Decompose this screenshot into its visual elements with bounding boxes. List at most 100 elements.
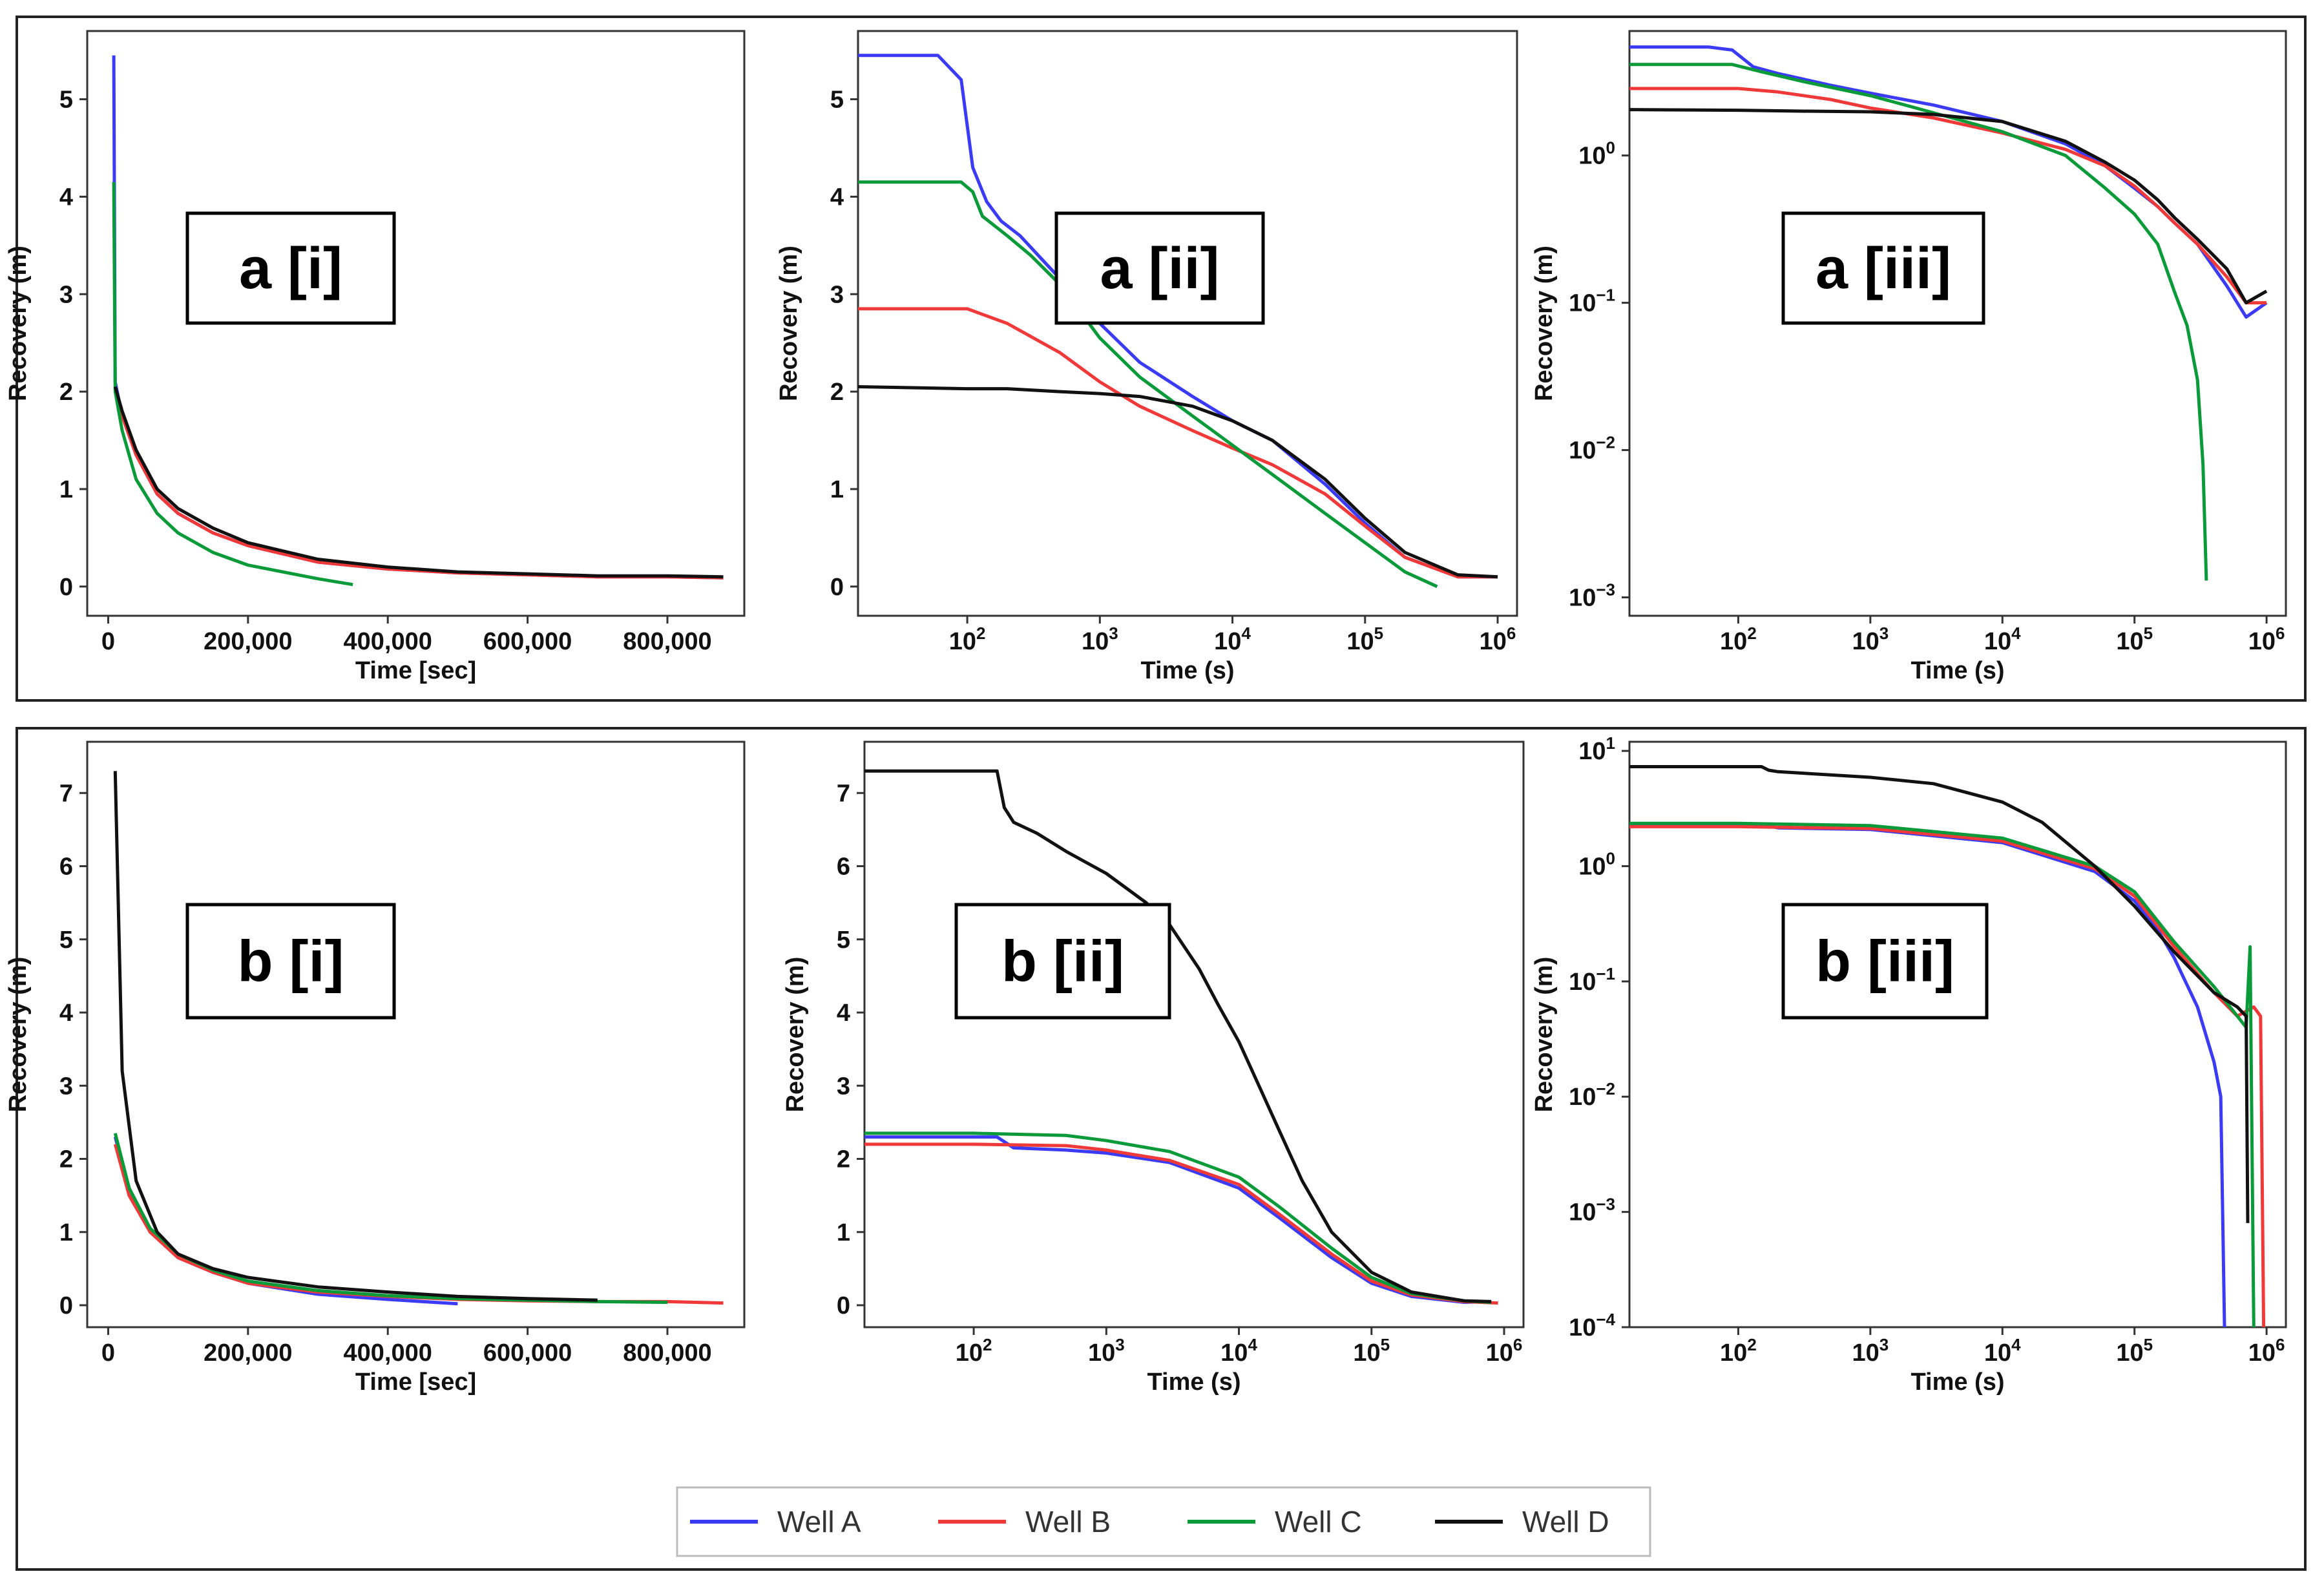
series-line-well-d — [1629, 765, 2250, 1223]
series-group — [113, 771, 724, 1306]
panel-b-i: 0 200,000 400,000 600,000 800,000 0 1 2 3 4 5 6 7 Tim… — [5, 740, 746, 1396]
y-axis-label: Recovery (m) — [782, 957, 809, 1113]
legend: Well A Well B Well C Well D — [676, 1486, 1651, 1557]
x-tick-label: 0 — [101, 628, 115, 655]
y-tick-label: 7 — [837, 780, 850, 807]
panel-label-box — [954, 903, 1171, 1020]
series-line-well-b — [1629, 87, 2267, 305]
x-tick-label: 105 — [1353, 1335, 1390, 1367]
series-line-well-b — [1629, 824, 2266, 1327]
panel-label: a [ii] — [1100, 236, 1219, 301]
x-axis-label: Time (s) — [1910, 1369, 2004, 1396]
y-tick-label: 1 — [59, 476, 73, 503]
panel-a-iii: 102 103 104 105 106 10−3 10−2 10−1 100 Time (s) Re… — [1531, 30, 2287, 684]
x-tick-label: 400,000 — [344, 628, 432, 655]
x-axis-label: Time (s) — [1140, 657, 1234, 684]
series-group — [864, 769, 1498, 1305]
y-tick-label: 2 — [59, 379, 73, 406]
x-tick-label: 104 — [1220, 1335, 1257, 1367]
x-tick-label: 102 — [1720, 624, 1757, 655]
y-tick-label: 2 — [59, 1146, 73, 1173]
y-tick-label: 100 — [1578, 138, 1615, 170]
legend-item-well-a: Well A — [690, 1505, 861, 1538]
y-tick-label: 3 — [59, 1073, 73, 1100]
legend-item-well-d: Well D — [1435, 1505, 1609, 1538]
x-tick-label: 103 — [1852, 624, 1889, 655]
series-line-well-c — [1629, 63, 2208, 581]
y-tick-label: 10−1 — [1569, 286, 1615, 317]
y-tick-label: 0 — [59, 1292, 73, 1319]
x-tick-label: 800,000 — [623, 1339, 711, 1367]
x-tick-label: 103 — [1082, 624, 1118, 655]
series-line-well-d — [864, 769, 1492, 1303]
panel-label: b [iii] — [1816, 930, 1954, 994]
y-axis-label: Recovery (m) — [775, 246, 802, 401]
y-tick-label: 6 — [59, 854, 73, 881]
y-tick-label: 4 — [59, 184, 73, 211]
panel-label: b [i] — [238, 930, 344, 994]
y-tick-label: 101 — [1578, 733, 1615, 765]
x-axis-label: Time [sec] — [355, 1369, 476, 1396]
y-tick-label: 100 — [1578, 848, 1615, 880]
y-tick-label: 3 — [830, 281, 844, 308]
panel-label: a [i] — [239, 236, 342, 301]
y-tick-label: 5 — [830, 87, 844, 114]
series-group — [1629, 765, 2266, 1327]
legend-item-well-c: Well C — [1188, 1505, 1362, 1538]
y-tick-label: 6 — [837, 854, 850, 881]
panel-b-ii: 102 103 104 105 106 0 1 2 3 4 5 6 7 Time (s) Recovery … — [782, 740, 1525, 1396]
legend-items: Well A Well B Well C Well D — [690, 1505, 1609, 1538]
y-tick-label: 3 — [837, 1073, 850, 1100]
plot-area — [1628, 740, 2287, 1328]
series-group — [1629, 45, 2268, 581]
series-line-well-d — [1629, 108, 2268, 305]
panel-label-box — [185, 903, 396, 1020]
x-tick-label: 105 — [2116, 1335, 2153, 1367]
x-tick-label: 104 — [1984, 1335, 2021, 1367]
y-tick-label: 5 — [59, 87, 73, 114]
panel-a-i: 0 200,000 400,000 600,000 800,000 0 1 2 3 4 5 Time … — [5, 30, 746, 684]
x-tick-label: 200,000 — [204, 628, 292, 655]
x-tick-label: 600,000 — [483, 1339, 572, 1367]
y-tick-label: 4 — [837, 1000, 850, 1027]
x-tick-label: 103 — [1852, 1335, 1889, 1367]
x-tick-label: 102 — [949, 624, 986, 655]
legend-label: Well C — [1275, 1505, 1362, 1538]
series-line-well-c — [112, 182, 353, 587]
y-axis-label: Recovery (m) — [1531, 246, 1558, 401]
x-axis-label: Time [sec] — [355, 657, 476, 684]
y-tick-label: 1 — [837, 1219, 850, 1246]
y-tick-label: 3 — [59, 281, 73, 308]
series-line-well-d — [113, 771, 598, 1302]
x-tick-label: 105 — [1346, 624, 1383, 655]
panel-label-box — [1781, 211, 1985, 325]
y-tick-label: 4 — [830, 184, 844, 211]
y-tick-label: 5 — [59, 927, 73, 954]
x-tick-label: 106 — [1486, 1335, 1523, 1367]
y-tick-label: 2 — [830, 379, 844, 406]
x-tick-label: 106 — [2248, 624, 2285, 655]
panel-a-ii: 102 103 104 105 106 0 1 2 3 4 5 Time (s) Recovery (m… — [775, 30, 1518, 684]
x-tick-label: 400,000 — [344, 1339, 432, 1367]
y-axis-label: Recovery (m) — [5, 246, 32, 401]
y-tick-label: 10−2 — [1569, 1079, 1615, 1111]
series-line-well-b — [858, 307, 1498, 579]
legend-item-well-b: Well B — [938, 1505, 1111, 1538]
plot-area — [863, 740, 1525, 1328]
x-axis-label: Time (s) — [1910, 657, 2004, 684]
plot-area — [86, 740, 746, 1328]
panel-label-box — [1781, 903, 1989, 1020]
y-tick-label: 10−3 — [1569, 1195, 1615, 1226]
series-group — [112, 55, 724, 587]
x-tick-label: 0 — [101, 1339, 115, 1367]
x-tick-label: 104 — [1214, 624, 1251, 655]
y-tick-label: 1 — [830, 476, 844, 503]
x-tick-label: 106 — [1480, 624, 1516, 655]
series-line-well-c — [1629, 821, 2256, 1327]
panel-b-iii: 102 103 104 105 106 10−4 10−3 10−2 10−1 100 101 Tim… — [1531, 733, 2287, 1396]
y-tick-label: 5 — [837, 927, 850, 954]
x-tick-label: 102 — [956, 1335, 992, 1367]
panel-label: a [iii] — [1816, 236, 1951, 301]
x-tick-label: 104 — [1984, 624, 2021, 655]
